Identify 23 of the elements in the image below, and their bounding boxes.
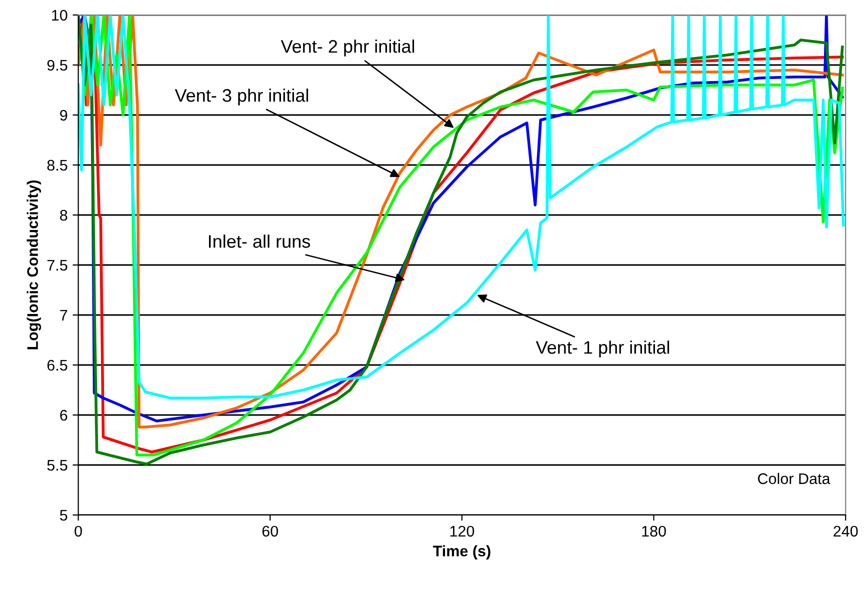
x-tick-label: 240 — [834, 526, 858, 537]
annotation: Color Data — [758, 472, 830, 484]
y-tick-label: 10 — [52, 10, 68, 21]
y-tick-label: 9 — [60, 110, 68, 121]
y-tick-label: 8.5 — [47, 160, 68, 171]
y-tick-label: 5 — [60, 510, 68, 521]
x-tick-label: 120 — [450, 526, 474, 537]
y-tick-label: 6 — [60, 410, 68, 421]
x-tick-label: 60 — [262, 526, 278, 537]
y-axis-title: Log(Ionic Conductivity) — [26, 180, 42, 350]
x-axis-title: Time (s) — [432, 545, 490, 560]
y-tick-label: 7.5 — [47, 260, 68, 271]
y-tick-label: 5.5 — [47, 460, 68, 471]
y-tick-label: 7 — [60, 310, 68, 321]
y-tick-label: 6.5 — [47, 360, 68, 371]
x-tick-label: 0 — [74, 526, 82, 537]
annotation: Inlet- all runs — [208, 234, 310, 248]
annotation: Vent- 3 phr initial — [174, 88, 308, 106]
y-tick-label: 9.5 — [47, 60, 68, 71]
y-tick-label: 8 — [60, 210, 68, 221]
annotation: Vent- 1 phr initial — [536, 340, 670, 358]
annotation: Vent- 2 phr initial — [280, 40, 414, 56]
x-tick-label: 180 — [642, 526, 666, 537]
